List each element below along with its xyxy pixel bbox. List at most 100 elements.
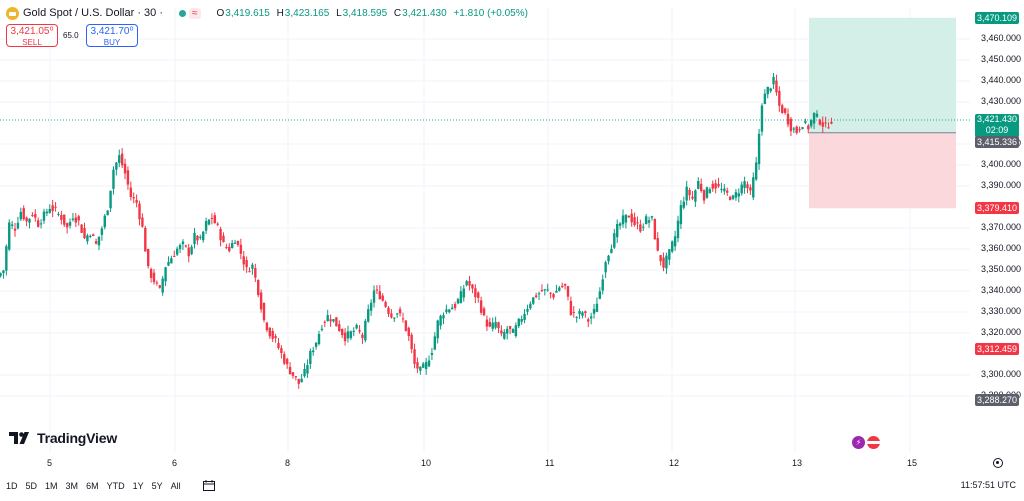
calendar-icon[interactable] [203, 480, 215, 491]
candle-body [818, 119, 822, 125]
time-tick: 10 [421, 458, 432, 468]
candle-body [775, 80, 778, 93]
candle-body [129, 187, 133, 198]
candle-body [815, 113, 819, 117]
time-tick: 13 [792, 458, 803, 468]
target-price-tag[interactable]: 3,470.109 [975, 11, 1019, 24]
candle-body [372, 290, 376, 303]
candle-body [682, 201, 685, 208]
candle-body [358, 330, 361, 332]
candle-body [598, 291, 602, 299]
candle-body [636, 222, 639, 224]
candle-body [500, 330, 503, 334]
stop-zone[interactable] [809, 132, 956, 209]
price-tick: 3,360.000 [981, 243, 1022, 253]
entry-price-tag[interactable]: 3,415.336 [975, 135, 1019, 148]
candle-body [199, 236, 202, 238]
candle-body [109, 190, 112, 209]
timeframe-1y[interactable]: 1Y [132, 481, 144, 491]
buy-button[interactable]: 3,421.70⁰ BUY [86, 24, 138, 47]
utc-clock[interactable]: 11:57:51 UTC [960, 480, 1016, 490]
timeframe-1d[interactable]: 1D [6, 481, 18, 491]
candle-body [230, 243, 234, 248]
candle-body [760, 105, 764, 132]
candle-body [685, 186, 688, 201]
candle-body [375, 289, 379, 291]
candle-body [410, 334, 413, 350]
ohlc-readout: O3,419.615 H3,423.165 L3,418.595 C3,421.… [216, 7, 528, 19]
candle-body [271, 331, 274, 339]
candle-body [155, 282, 159, 284]
events[interactable]: ⚡ [852, 436, 880, 449]
timeframe-5y[interactable]: 5Y [151, 481, 163, 491]
candle-body [477, 292, 480, 298]
candle-body [25, 217, 28, 222]
candle-body [178, 244, 182, 250]
candle-body [526, 308, 529, 312]
candle-body [471, 284, 474, 289]
candle-body [161, 278, 164, 293]
candle-body [757, 133, 761, 165]
candle-body [616, 223, 619, 238]
timeframe-6m[interactable]: 6M [86, 481, 99, 491]
lightning-event-icon[interactable]: ⚡ [852, 436, 865, 449]
price-tick: 3,390.000 [981, 180, 1022, 190]
candle-body [71, 218, 75, 220]
candle-body [624, 214, 628, 223]
candle-body [419, 366, 422, 371]
level-price-tag[interactable]: 3,312.459 [975, 342, 1019, 355]
us-flag-event-icon[interactable] [867, 436, 880, 449]
candle-body [746, 184, 749, 189]
price-tick: 3,300.000 [981, 369, 1022, 379]
candle-body [436, 320, 439, 339]
candle-body [274, 336, 277, 339]
candle-body [184, 245, 188, 247]
open-value: 3,419.615 [225, 7, 270, 19]
settings-icon[interactable] [993, 458, 1003, 468]
timeframe-3m[interactable]: 3M [65, 481, 79, 491]
high-value: 3,423.165 [284, 7, 330, 19]
candle-body [459, 291, 463, 304]
candle-body [801, 127, 804, 130]
candle-body [245, 260, 248, 268]
timeframe-1m[interactable]: 1M [45, 481, 58, 491]
candle-body [445, 309, 448, 312]
price-tick: 3,460.000 [981, 33, 1022, 43]
candle-body [118, 155, 121, 163]
candle-body [561, 285, 564, 287]
low-value: 3,418.595 [342, 7, 388, 19]
time-tick: 11 [545, 458, 555, 468]
stop-price-tag[interactable]: 3,379.410 [975, 202, 1019, 215]
wave-icon[interactable]: ≈ [189, 7, 201, 19]
symbol-title[interactable]: Gold Spot / U.S. Dollar · 30 · [23, 7, 163, 19]
symbol-header: Gold Spot / U.S. Dollar · 30 · ≈ O3,419.… [6, 5, 532, 21]
candle-body [219, 228, 222, 241]
sell-button[interactable]: 3,421.05⁰ SELL [6, 24, 58, 47]
candle-body [581, 312, 584, 316]
candle-body [728, 196, 732, 201]
candle-body [812, 112, 816, 124]
candle-body [497, 322, 500, 329]
timeframe-all[interactable]: All [170, 481, 181, 491]
candle-body [694, 190, 697, 202]
bottom-price-tag[interactable]: 3,288.270 [975, 393, 1019, 406]
candle-body [474, 288, 477, 298]
candle-body [22, 208, 25, 220]
candle-body [309, 350, 312, 364]
candle-body [572, 312, 575, 314]
timeframe-5d[interactable]: 5D [25, 481, 38, 491]
tradingview-logo[interactable]: TradingView [9, 430, 117, 446]
candle-body [653, 218, 657, 240]
candle-body [809, 120, 813, 127]
candle-body [633, 217, 636, 226]
timeframe-ytd[interactable]: YTD [106, 481, 125, 491]
candle-body [752, 177, 755, 198]
candle-body [642, 226, 645, 228]
candle-body [584, 311, 587, 314]
candle-body [158, 285, 161, 288]
candle-body [149, 269, 153, 278]
candle-body [233, 242, 237, 244]
candle-body [349, 331, 353, 339]
target-zone[interactable] [809, 17, 956, 133]
